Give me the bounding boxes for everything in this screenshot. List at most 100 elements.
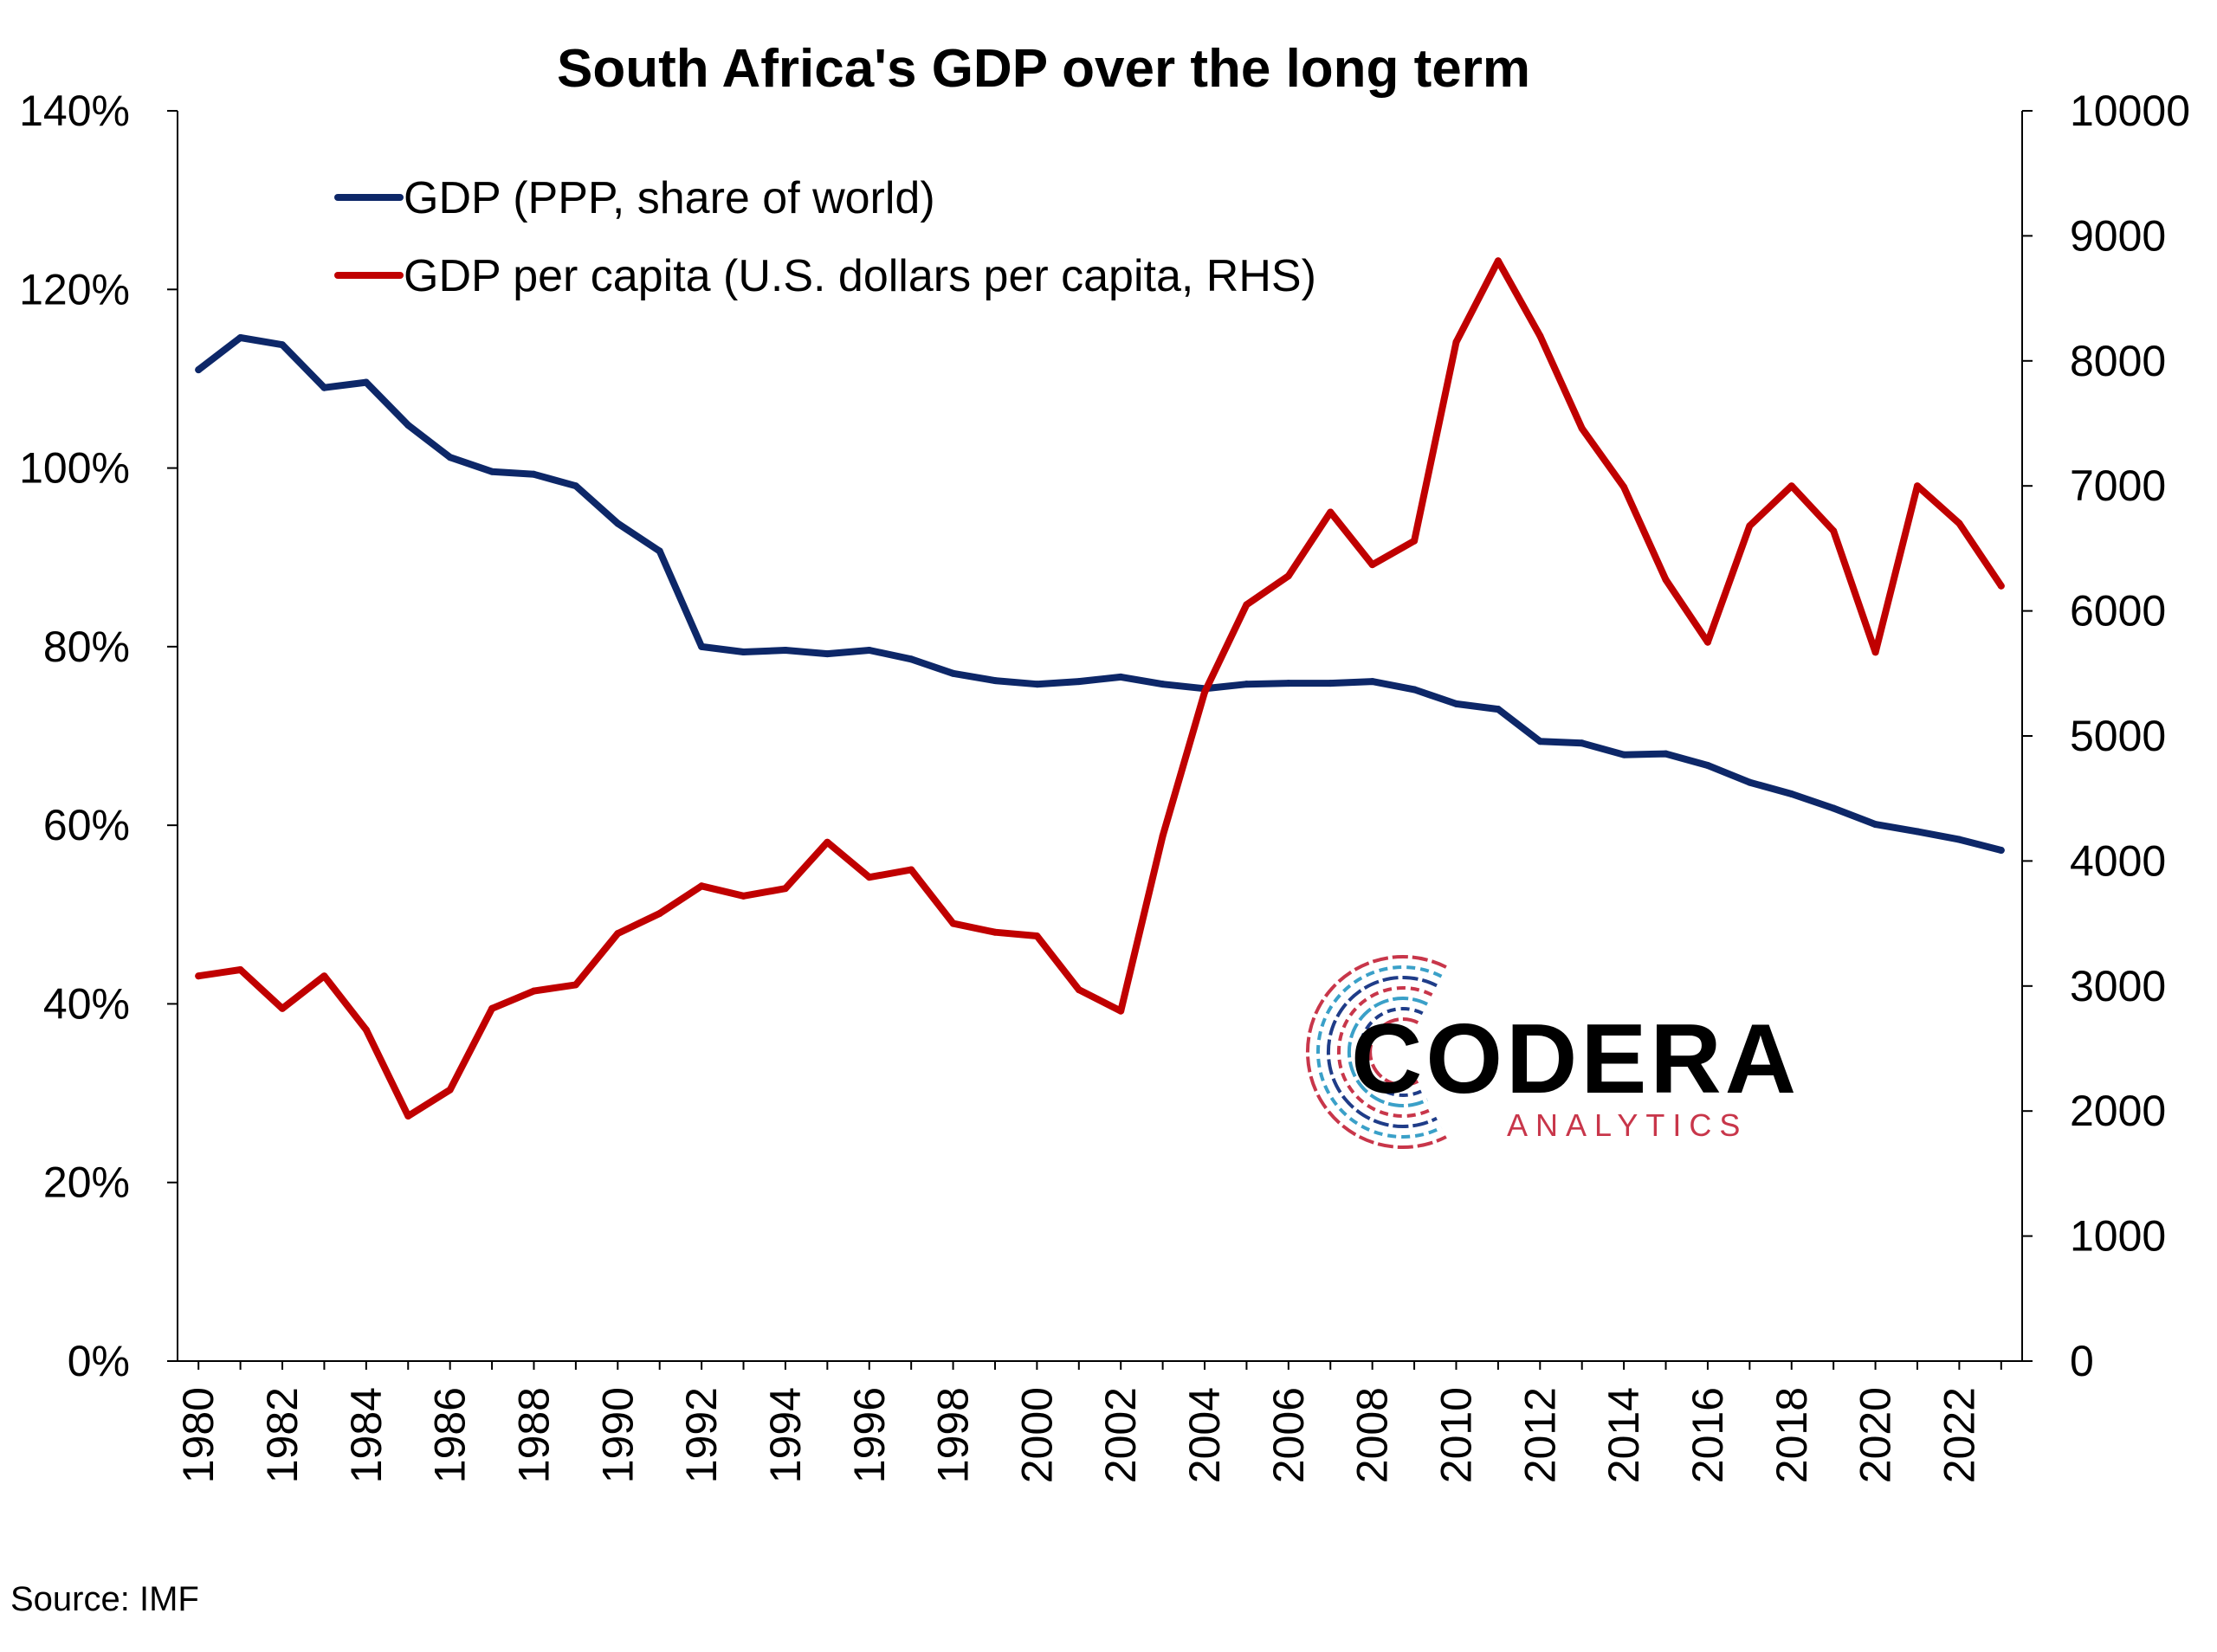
data-point-gdp-per-capita	[488, 1004, 496, 1012]
x-tick-label: 2000	[1012, 1387, 1061, 1483]
data-point-gdp-share	[698, 642, 706, 650]
left-y-axis-ticks: 0% 20% 40% 60% 80% 100% 120% 140%	[19, 87, 178, 1385]
data-point-gdp-per-capita	[1662, 576, 1670, 584]
data-point-gdp-per-capita	[614, 930, 622, 938]
data-point-gdp-per-capita	[656, 910, 663, 918]
data-point-gdp-share	[824, 650, 831, 658]
data-point-gdp-share	[1997, 847, 2005, 855]
legend: GDP (PPP, share of world) GDP per capita…	[334, 173, 1316, 301]
data-point-gdp-per-capita	[1913, 482, 1921, 490]
chart-title: South Africa's GDP over the long term	[557, 39, 1530, 99]
left-tick-label: 40%	[43, 979, 130, 1028]
logo-arc	[1326, 976, 1438, 1128]
data-point-gdp-per-capita	[1620, 483, 1628, 491]
x-tick-label: 1982	[258, 1387, 307, 1483]
data-point-gdp-per-capita	[1201, 688, 1209, 696]
logo-arc	[1337, 986, 1433, 1118]
x-tick-label: 1992	[677, 1387, 726, 1483]
right-tick-label: 2000	[2070, 1087, 2166, 1135]
x-tick-label: 1990	[593, 1387, 642, 1483]
x-tick-label: 2004	[1180, 1387, 1229, 1483]
data-point-gdp-share	[991, 677, 999, 685]
data-point-gdp-share	[1536, 738, 1544, 745]
data-point-gdp-share	[614, 519, 622, 527]
right-tick-label: 8000	[2070, 337, 2166, 385]
data-point-gdp-share	[1620, 751, 1628, 758]
series-line-gdp-per-capita	[195, 257, 2005, 1120]
data-point-gdp-share	[781, 646, 789, 654]
data-point-gdp-share	[1662, 750, 1670, 758]
right-tick-label: 1000	[2070, 1212, 2166, 1261]
data-point-gdp-share	[530, 470, 538, 478]
data-point-gdp-share	[1327, 680, 1335, 687]
x-tick-label: 2006	[1264, 1387, 1313, 1483]
x-tick-label: 1986	[426, 1387, 475, 1483]
x-tick-label: 1996	[845, 1387, 894, 1483]
x-tick-label: 2008	[1348, 1387, 1397, 1483]
left-tick-label: 80%	[43, 623, 130, 671]
data-point-gdp-share	[1494, 706, 1502, 713]
data-point-gdp-per-capita	[824, 838, 831, 846]
data-point-gdp-share	[1871, 821, 1879, 829]
logo-arc	[1316, 965, 1443, 1139]
left-tick-label: 0%	[68, 1337, 130, 1385]
data-point-gdp-share	[1787, 791, 1795, 798]
codera-logo: CODERA ANALYTICS	[1305, 955, 1796, 1149]
data-point-gdp-share	[1117, 673, 1125, 681]
data-point-gdp-per-capita	[530, 987, 538, 995]
data-point-gdp-per-capita	[1075, 986, 1083, 994]
data-point-gdp-per-capita	[1411, 537, 1419, 545]
data-point-gdp-share	[404, 422, 412, 429]
right-tick-label: 4000	[2070, 836, 2166, 885]
series-line-gdp-share	[195, 334, 2005, 854]
right-y-axis-ticks: 0 1000 2000 3000 4000 5000 6000 7000 8000 9000 100…	[2022, 87, 2190, 1385]
logo-arc	[1368, 1017, 1419, 1087]
data-point-gdp-per-capita	[1703, 638, 1711, 646]
left-tick-label: 120%	[19, 265, 130, 313]
data-point-gdp-per-capita	[195, 972, 203, 980]
data-point-gdp-share	[1955, 836, 1963, 843]
x-tick-label: 1980	[174, 1387, 223, 1483]
data-point-gdp-per-capita	[279, 1004, 287, 1012]
x-tick-label: 2014	[1600, 1387, 1648, 1483]
x-tick-label: 1998	[929, 1387, 978, 1483]
data-point-gdp-per-capita	[1033, 932, 1041, 940]
logo-tagline: ANALYTICS	[1507, 1107, 1748, 1143]
data-point-gdp-share	[362, 378, 370, 386]
data-point-gdp-share	[572, 482, 579, 490]
data-point-gdp-share	[1075, 678, 1083, 686]
x-tick-label: 2018	[1768, 1387, 1816, 1483]
data-point-gdp-per-capita	[320, 972, 328, 980]
x-tick-label: 2022	[1935, 1387, 1983, 1483]
data-point-gdp-share	[740, 649, 747, 656]
logo-arc	[1347, 997, 1429, 1107]
data-point-gdp-per-capita	[404, 1112, 412, 1120]
x-tick-label: 2016	[1684, 1387, 1732, 1483]
x-tick-label: 2002	[1096, 1387, 1145, 1483]
data-point-gdp-per-capita	[1368, 561, 1376, 569]
data-point-gdp-per-capita	[949, 920, 957, 927]
right-tick-label: 0	[2070, 1337, 2094, 1385]
left-tick-label: 100%	[19, 444, 130, 493]
left-tick-label: 60%	[43, 801, 130, 849]
data-point-gdp-per-capita	[446, 1086, 454, 1094]
data-point-gdp-per-capita	[1578, 424, 1586, 432]
data-point-gdp-per-capita	[1830, 527, 1838, 535]
legend-label-gdp-share: GDP (PPP, share of world)	[404, 173, 935, 223]
data-point-gdp-share	[446, 454, 454, 461]
data-point-gdp-per-capita	[698, 882, 706, 890]
data-point-gdp-per-capita	[1787, 482, 1795, 490]
data-point-gdp-per-capita	[1536, 332, 1544, 339]
data-point-gdp-per-capita	[1746, 522, 1754, 530]
data-point-gdp-per-capita	[991, 928, 999, 936]
data-point-gdp-share	[1033, 681, 1041, 688]
data-point-gdp-per-capita	[236, 966, 244, 974]
data-point-gdp-share	[1243, 681, 1251, 688]
x-tick-label: 2020	[1852, 1387, 1900, 1483]
logo-arc	[1358, 1007, 1424, 1097]
data-point-gdp-per-capita	[1955, 519, 1963, 527]
data-point-gdp-per-capita	[740, 892, 747, 900]
data-point-gdp-share	[865, 646, 873, 654]
